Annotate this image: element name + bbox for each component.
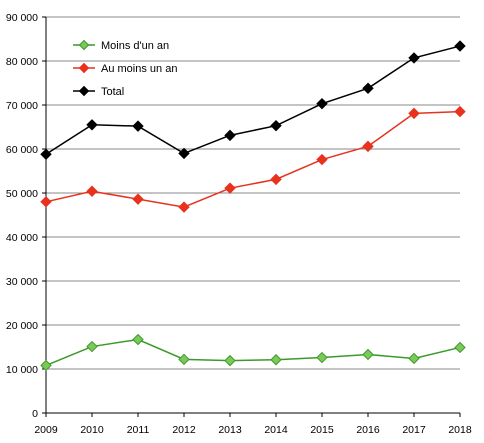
data-point xyxy=(86,340,98,353)
x-tick-label: 2012 xyxy=(172,424,196,436)
data-point xyxy=(270,354,282,366)
data-point xyxy=(40,148,52,160)
axes xyxy=(42,16,461,417)
series-2 xyxy=(40,40,466,160)
y-tick-label: 20 000 xyxy=(6,320,38,332)
y-tick-label: 30 000 xyxy=(6,276,38,288)
data-point xyxy=(40,359,52,372)
data-point xyxy=(316,153,328,166)
data-point xyxy=(316,97,328,110)
data-point xyxy=(178,147,190,160)
legend-label: Moins d'un an xyxy=(101,40,169,52)
data-point xyxy=(408,52,420,64)
data-point xyxy=(132,193,144,205)
x-tick-label: 2015 xyxy=(310,424,334,436)
y-axis-tick-labels: 0 10 000 20 000 30 000 40 000 50 000 60 000 70 … xyxy=(6,12,38,420)
y-tick-label: 60 000 xyxy=(6,144,38,156)
series-line xyxy=(45,45,461,155)
x-tick-label: 2013 xyxy=(218,424,242,436)
x-tick-label: 2017 xyxy=(402,424,426,436)
y-tick-label: 50 000 xyxy=(6,188,38,200)
legend-swatch-marker xyxy=(78,62,90,74)
data-point xyxy=(362,82,374,94)
series-0 xyxy=(40,333,466,372)
x-tick-label: 2018 xyxy=(448,424,472,436)
gridlines xyxy=(46,16,460,370)
legend: Moins d'un an Au moins un an Total xyxy=(73,39,177,98)
data-point xyxy=(224,129,236,142)
data-point xyxy=(178,201,190,213)
data-point xyxy=(132,333,144,346)
series-line xyxy=(45,338,461,367)
x-axis-tick-labels: 2009 2010 2011 2012 2013 2014 2015 2016 2017 2018 xyxy=(34,424,472,436)
data-point xyxy=(408,352,420,365)
series-line xyxy=(45,110,461,208)
y-tick-label: 0 xyxy=(32,408,38,420)
x-tick-label: 2014 xyxy=(264,424,288,436)
x-tick-label: 2016 xyxy=(356,424,380,436)
data-point xyxy=(454,40,466,52)
data-point xyxy=(316,351,328,364)
legend-entry: Au moins un an xyxy=(73,62,177,75)
data-point xyxy=(454,105,466,118)
data-point xyxy=(270,119,282,132)
legend-label: Total xyxy=(101,86,124,98)
y-tick-label: 70 000 xyxy=(6,100,38,112)
y-tick-label: 80 000 xyxy=(6,56,38,68)
data-point xyxy=(454,341,466,354)
x-tick-label: 2009 xyxy=(34,424,58,436)
data-point xyxy=(224,182,236,194)
legend-entry: Total xyxy=(73,85,124,98)
legend-swatch-marker xyxy=(78,85,90,97)
data-point xyxy=(362,348,374,361)
legend-swatch-marker xyxy=(78,39,90,51)
series-group xyxy=(40,40,466,372)
x-tick-label: 2011 xyxy=(127,424,150,436)
data-point xyxy=(40,196,52,208)
data-point xyxy=(224,354,236,367)
data-point xyxy=(132,120,144,132)
legend-entry: Moins d'un an xyxy=(73,39,169,52)
x-tick-label: 2010 xyxy=(80,424,104,436)
data-point xyxy=(86,119,98,131)
data-point xyxy=(86,185,98,197)
y-tick-label: 10 000 xyxy=(6,364,38,376)
data-point xyxy=(178,353,190,366)
data-point xyxy=(408,107,420,120)
y-tick-label: 90 000 xyxy=(6,12,38,24)
series-1 xyxy=(40,105,466,213)
y-tick-label: 40 000 xyxy=(6,232,38,244)
data-point xyxy=(270,173,282,186)
data-point xyxy=(362,140,374,153)
legend-label: Au moins un an xyxy=(101,63,177,75)
